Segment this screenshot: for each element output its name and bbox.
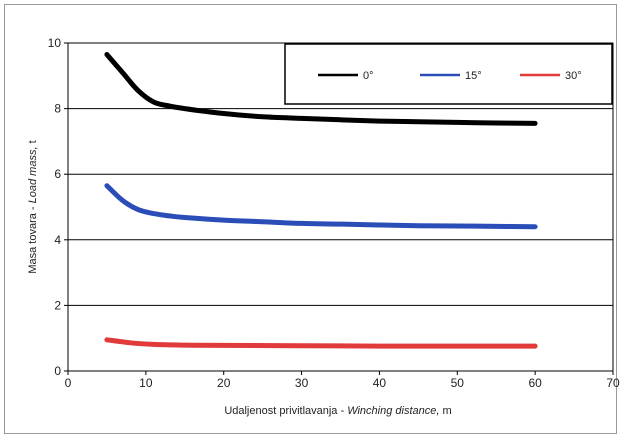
y-tick-label-2: 2 (54, 298, 61, 312)
y-tick-label-8: 8 (54, 102, 61, 116)
plot-area (67, 42, 614, 372)
y-tick-label-4: 4 (54, 233, 61, 247)
x-tick-label-10: 10 (139, 376, 153, 390)
y-tick-label-0: 0 (54, 364, 61, 378)
y-tick-label-10: 10 (48, 36, 62, 50)
series-line-1 (104, 183, 538, 230)
axes: 0 2 4 6 8 10 0 10 20 30 40 50 60 70 (48, 36, 620, 390)
legend: 0° 15° 30° (284, 43, 613, 105)
y-tick-label-6: 6 (54, 167, 61, 181)
series-lines (104, 52, 538, 349)
x-axis-label: Udaljenost privitlavanja - Winching dist… (224, 405, 451, 417)
x-tick-label-50: 50 (451, 376, 465, 390)
legend-label-2: 30° (565, 70, 582, 82)
series-line-0 (104, 52, 538, 126)
legend-label-1: 15° (465, 70, 482, 82)
x-tick-label-70: 70 (606, 376, 620, 390)
x-tick-label-0: 0 (65, 376, 72, 390)
y-axis-label: Masa tovara - Load mass, t (27, 140, 39, 273)
x-tick-label-30: 30 (295, 376, 309, 390)
chart-frame (4, 4, 617, 434)
x-tick-label-40: 40 (373, 376, 387, 390)
x-tick-label-60: 60 (528, 376, 542, 390)
x-tick-label-20: 20 (217, 376, 231, 390)
series-line-2 (104, 337, 538, 349)
legend-label-0: 0° (363, 70, 374, 82)
